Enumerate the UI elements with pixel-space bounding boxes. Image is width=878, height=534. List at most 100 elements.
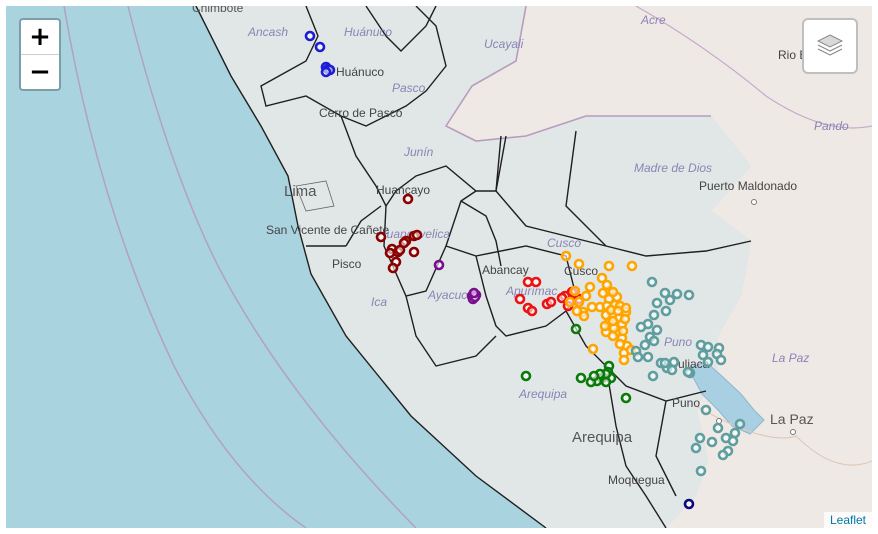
marker-teal[interactable] (671, 288, 683, 300)
marker-orange[interactable] (564, 296, 576, 308)
marker-layer (304, 30, 746, 510)
marker-orange[interactable] (617, 325, 629, 337)
leaflet-attribution-link[interactable]: Leaflet (823, 512, 872, 528)
marker-teal[interactable] (659, 287, 671, 299)
marker-teal[interactable] (700, 404, 712, 416)
marker-orange[interactable] (612, 305, 624, 317)
marker-teal[interactable] (734, 418, 746, 430)
marker-green[interactable] (575, 372, 587, 384)
marker-red[interactable] (556, 292, 568, 304)
marker-teal[interactable] (639, 339, 651, 351)
marker-green[interactable] (570, 323, 582, 335)
marker-maroon[interactable] (411, 229, 423, 241)
marker-teal[interactable] (715, 354, 727, 366)
label-arequipa-region: Arequipa (518, 387, 567, 401)
marker-red[interactable] (545, 296, 557, 308)
road-bolivia (695, 405, 872, 466)
marker-teal[interactable] (712, 422, 724, 434)
marker-orange[interactable] (607, 315, 619, 327)
marker-teal[interactable] (632, 351, 644, 363)
marker-navy[interactable] (683, 498, 695, 510)
label-ucayali: Ucayali (484, 37, 524, 51)
marker-green[interactable] (600, 376, 612, 388)
marker-green[interactable] (588, 370, 600, 382)
label-pando: Pando (814, 119, 849, 133)
label-arequipa-city: Arequipa (572, 429, 633, 446)
marker-maroon[interactable] (387, 262, 399, 274)
marker-red[interactable] (526, 305, 538, 317)
marker-blue[interactable] (304, 30, 316, 42)
marker-red[interactable] (530, 276, 542, 288)
marker-maroon[interactable] (408, 246, 420, 258)
marker-maroon[interactable] (384, 247, 396, 259)
marker-orange[interactable] (614, 338, 626, 350)
marker-teal[interactable] (648, 309, 660, 321)
marker-orange[interactable] (584, 281, 596, 293)
marker-purple[interactable] (468, 287, 480, 299)
label-juliaca: Juliaca (672, 357, 710, 371)
marker-maroon[interactable] (394, 244, 406, 256)
zoom-out-button[interactable]: − (21, 54, 59, 89)
label-abancay: Abancay (482, 263, 529, 277)
marker-orange[interactable] (599, 320, 611, 332)
marker-orange[interactable] (603, 260, 615, 272)
zoom-in-button[interactable]: + (29, 22, 51, 52)
peru-land (196, 6, 751, 528)
layers-icon (816, 34, 844, 56)
marker-orange[interactable] (580, 290, 592, 302)
marker-teal[interactable] (642, 351, 654, 363)
layers-button[interactable] (802, 18, 858, 74)
marker-orange[interactable] (597, 287, 609, 299)
marker-teal[interactable] (647, 370, 659, 382)
marker-green[interactable] (620, 392, 632, 404)
marker-teal[interactable] (694, 432, 706, 444)
label-huancayo: Huancayo (376, 183, 430, 197)
label-rio-branco: Rio B (778, 48, 807, 62)
marker-teal[interactable] (651, 324, 663, 336)
marker-teal[interactable] (717, 449, 729, 461)
marker-maroon[interactable] (402, 193, 414, 205)
marker-red[interactable] (514, 293, 526, 305)
marker-teal[interactable] (690, 442, 702, 454)
marker-orange[interactable] (573, 258, 585, 270)
marker-teal[interactable] (660, 305, 672, 317)
marker-teal[interactable] (664, 294, 676, 306)
border-peru-brazil (444, 6, 711, 142)
marker-maroon[interactable] (375, 231, 387, 243)
marker-orange[interactable] (571, 305, 583, 317)
label-chimbote: Chimbote (192, 6, 244, 15)
label-cusco-city: Cusco (564, 264, 598, 278)
marker-teal[interactable] (706, 436, 718, 448)
marker-teal[interactable] (697, 349, 709, 361)
marker-teal[interactable] (682, 366, 694, 378)
marker-teal[interactable] (729, 427, 741, 439)
marker-teal[interactable] (695, 465, 707, 477)
map-container[interactable]: Chimbote Ancash Huánuco Huánuco Ucayali … (6, 6, 872, 528)
marker-orange[interactable] (560, 250, 572, 262)
marker-teal[interactable] (683, 289, 695, 301)
marker-teal[interactable] (702, 341, 714, 353)
marker-orange[interactable] (569, 285, 581, 297)
marker-orange[interactable] (626, 260, 638, 272)
marker-green[interactable] (520, 370, 532, 382)
marker-orange[interactable] (578, 310, 590, 322)
marker-blue[interactable] (320, 66, 332, 78)
marker-orange[interactable] (587, 343, 599, 355)
marker-orange[interactable] (618, 354, 630, 366)
marker-teal[interactable] (651, 297, 663, 309)
marker-orange[interactable] (596, 272, 608, 284)
marker-purple[interactable] (433, 259, 445, 271)
marker-teal[interactable] (666, 364, 678, 376)
label-moquegua: Moquegua (608, 473, 665, 487)
marker-teal[interactable] (648, 335, 660, 347)
marker-orange[interactable] (607, 286, 619, 298)
marker-teal[interactable] (635, 321, 647, 333)
marker-teal[interactable] (702, 356, 714, 368)
label-lima: Lima (284, 183, 317, 200)
marker-teal[interactable] (659, 357, 671, 369)
marker-orange[interactable] (601, 279, 613, 291)
marker-orange[interactable] (619, 313, 631, 325)
marker-blue[interactable] (314, 41, 326, 53)
marker-teal[interactable] (646, 276, 658, 288)
